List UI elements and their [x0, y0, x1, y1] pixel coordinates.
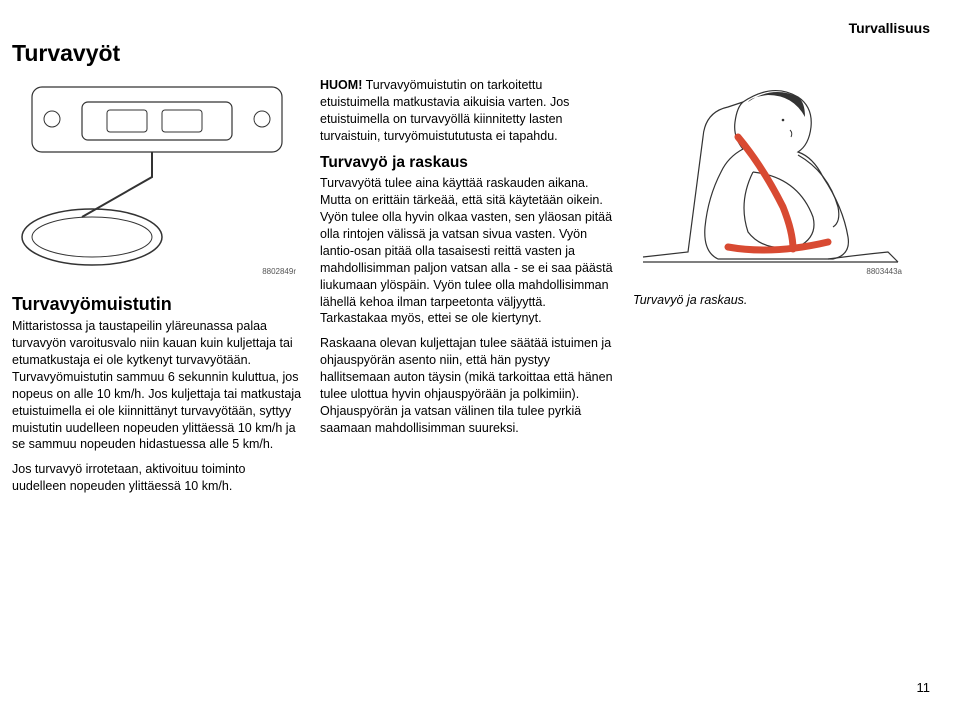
col1-paragraph-2: Jos turvavyö irrotetaan, aktivoituu toim… — [12, 461, 302, 495]
column-2: HUOM! Turvavyömuistutin on tarkoitettu e… — [320, 77, 615, 503]
page-number: 11 — [917, 680, 931, 695]
mirror-illustration: 8802849r — [12, 77, 302, 282]
subhead-raskaus: Turvavyö ja raskaus — [320, 153, 615, 174]
content-columns: 8802849r Turvavyömuistutin Mittaristossa… — [12, 77, 930, 503]
col2-paragraph-1: Turvavyötä tulee aina käyttää raskauden … — [320, 175, 615, 327]
illustration-label-2: 8803443a — [866, 267, 902, 278]
huom-paragraph: HUOM! Turvavyömuistutin on tarkoitettu e… — [320, 77, 615, 145]
illustration-caption: Turvavyö ja raskaus. — [633, 292, 908, 309]
huom-label: HUOM! — [320, 78, 362, 92]
section-header: Turvallisuus — [12, 20, 930, 36]
subhead-muistutin: Turvavyömuistutin — [12, 292, 302, 316]
page-title: Turvavyöt — [12, 40, 930, 67]
column-1: 8802849r Turvavyömuistutin Mittaristossa… — [12, 77, 302, 503]
illustration-label: 8802849r — [262, 267, 296, 278]
col2-paragraph-2: Raskaana olevan kuljettajan tulee säätää… — [320, 335, 615, 436]
col1-paragraph-1: Mittaristossa ja taustapeilin yläreunass… — [12, 318, 302, 453]
column-3: 8803443a Turvavyö ja raskaus. — [633, 77, 908, 503]
pregnant-illustration: 8803443a — [633, 77, 908, 282]
